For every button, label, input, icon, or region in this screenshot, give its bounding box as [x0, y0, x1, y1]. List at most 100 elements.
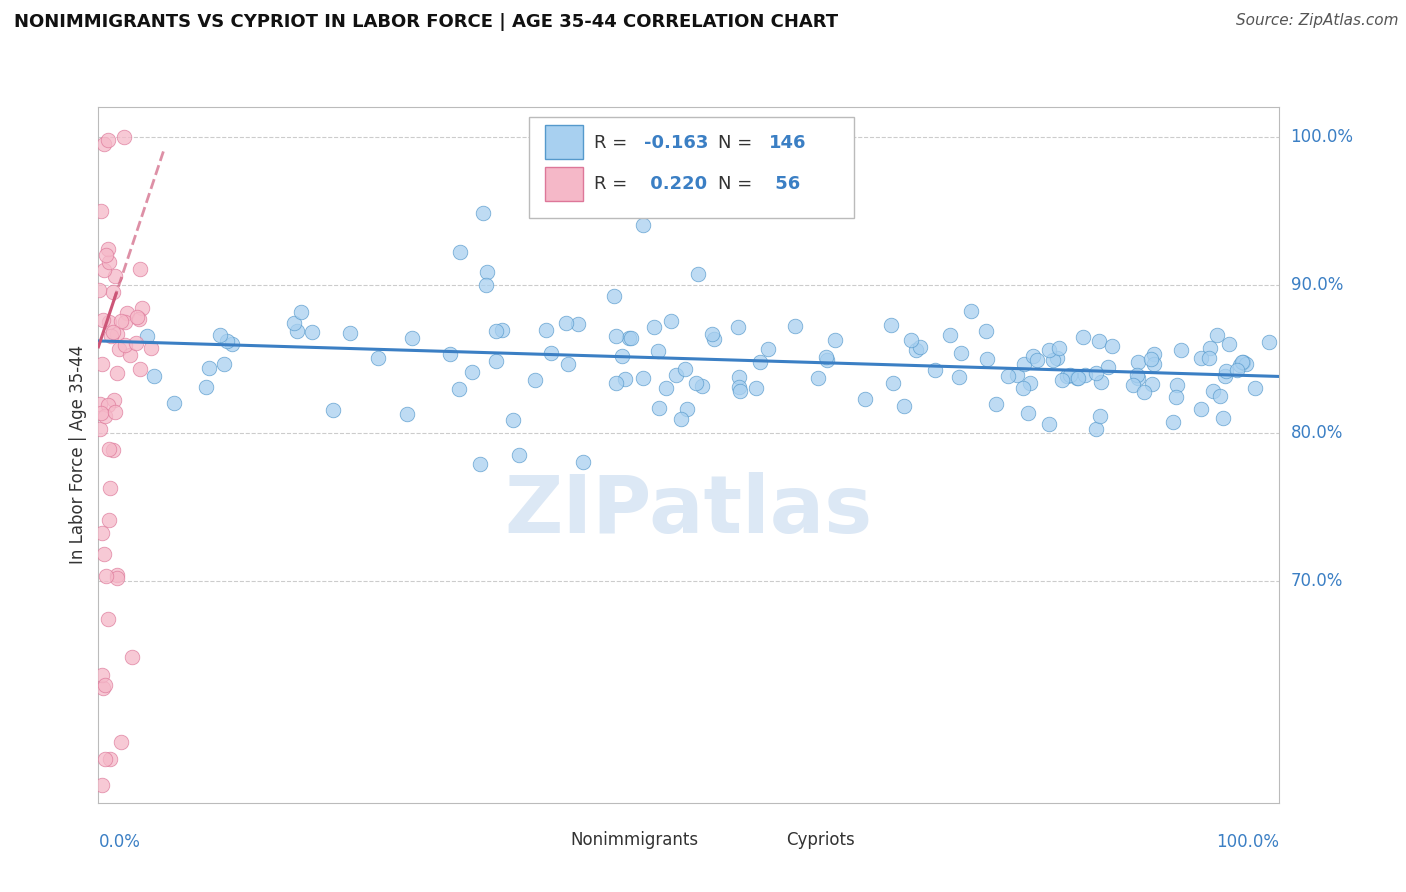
Text: 56: 56 [769, 175, 800, 194]
Point [631, 371, 654, 385]
Point [603, 289, 626, 303]
Point [475, 278, 498, 293]
Point [91, 778, 114, 792]
Point [471, 206, 494, 220]
Point [728, 384, 751, 398]
Point [163, 396, 186, 410]
Point [1038, 417, 1060, 432]
Point [974, 325, 997, 339]
Point [1142, 357, 1164, 371]
Point [1140, 377, 1163, 392]
Point [1090, 375, 1112, 389]
Point [1170, 343, 1192, 358]
Point [94, 568, 117, 582]
Point [1019, 376, 1042, 390]
Point [103, 443, 125, 458]
Point [1243, 381, 1265, 395]
Point [605, 376, 627, 391]
Text: 0.0%: 0.0% [98, 833, 141, 851]
Point [94, 409, 117, 423]
Point [655, 381, 678, 395]
Point [939, 328, 962, 343]
Point [1232, 355, 1254, 369]
Point [142, 369, 165, 384]
Point [491, 323, 513, 337]
Point [104, 269, 127, 284]
Point [136, 329, 159, 343]
Point [89, 422, 111, 436]
Point [567, 317, 589, 331]
Text: 70.0%: 70.0% [1291, 572, 1343, 590]
Point [110, 313, 132, 327]
Point [131, 301, 153, 315]
Point [690, 379, 713, 393]
Point [285, 324, 308, 338]
Point [401, 331, 423, 345]
Point [94, 752, 117, 766]
Point [643, 320, 665, 334]
Text: R =: R = [595, 134, 634, 152]
Point [948, 369, 970, 384]
Point [1074, 368, 1097, 382]
FancyBboxPatch shape [744, 825, 782, 855]
Text: 0.220: 0.220 [644, 175, 707, 194]
Point [620, 331, 643, 345]
Point [105, 367, 128, 381]
Point [986, 397, 1008, 411]
Point [98, 752, 121, 766]
Point [93, 262, 115, 277]
Point [1047, 341, 1070, 355]
Point [110, 735, 132, 749]
Point [449, 244, 471, 259]
Text: 100.0%: 100.0% [1291, 128, 1354, 145]
Point [727, 379, 749, 393]
Point [339, 326, 361, 340]
Point [395, 407, 418, 421]
Point [1257, 334, 1279, 349]
Point [524, 373, 547, 387]
Point [301, 325, 323, 339]
Point [572, 455, 595, 469]
Point [1046, 351, 1069, 365]
Point [1199, 341, 1222, 355]
FancyBboxPatch shape [546, 125, 582, 159]
Point [97, 316, 120, 330]
Point [540, 346, 562, 360]
Y-axis label: In Labor Force | Age 35-44: In Labor Force | Age 35-44 [69, 345, 87, 565]
Point [118, 347, 141, 361]
Point [1042, 352, 1064, 367]
Point [93, 547, 115, 561]
Point [673, 362, 696, 376]
Point [1038, 343, 1060, 358]
Point [853, 392, 876, 406]
Point [107, 567, 129, 582]
Point [1128, 371, 1150, 385]
Point [98, 481, 121, 495]
Point [824, 333, 846, 347]
Point [1143, 346, 1166, 360]
Point [900, 333, 922, 347]
Text: 90.0%: 90.0% [1291, 276, 1343, 293]
Point [1067, 371, 1090, 385]
Point [950, 346, 973, 360]
Point [815, 353, 838, 368]
Point [125, 310, 148, 325]
Point [114, 338, 136, 352]
Point [659, 314, 682, 328]
Point [908, 340, 931, 354]
Point [997, 368, 1019, 383]
Point [212, 357, 235, 371]
Point [485, 324, 508, 338]
Point [217, 334, 239, 348]
Point [103, 392, 125, 407]
FancyBboxPatch shape [546, 167, 582, 201]
Point [904, 343, 927, 357]
Point [91, 313, 114, 327]
Point [880, 318, 903, 333]
Point [1012, 357, 1035, 371]
Point [1084, 422, 1107, 436]
Point [1087, 334, 1109, 348]
Point [893, 399, 915, 413]
Point [1022, 349, 1045, 363]
Point [702, 326, 724, 341]
